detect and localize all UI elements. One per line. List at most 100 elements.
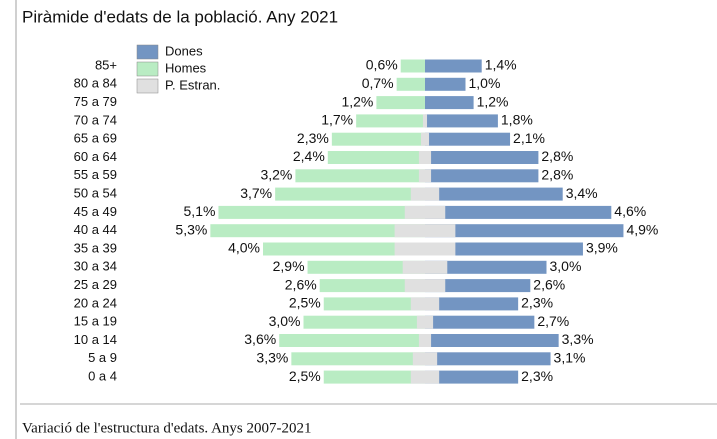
bar: [425, 315, 535, 329]
age-label: 25 a 29: [74, 277, 117, 292]
value-label: 4,0%: [228, 240, 260, 256]
value-label: 3,0%: [550, 258, 582, 274]
age-label: 65 a 69: [74, 131, 117, 146]
value-label: 2,7%: [537, 313, 569, 329]
legend-label: Homes: [165, 60, 207, 75]
bar: [210, 224, 425, 238]
age-label: 20 a 24: [74, 295, 117, 310]
bar: [425, 205, 612, 219]
value-label: 0,6%: [366, 57, 398, 73]
bar: [356, 114, 425, 128]
value-label: 1,7%: [321, 112, 353, 128]
bar: [425, 151, 539, 164]
bar: [425, 260, 547, 274]
value-label: 2,3%: [521, 295, 553, 311]
bar: [218, 205, 425, 219]
age-label: 55 a 59: [74, 167, 117, 182]
value-label: 3,4%: [566, 185, 598, 201]
bar: [425, 77, 466, 91]
bar: [425, 297, 519, 311]
value-label: 1,8%: [501, 112, 533, 128]
value-label: 3,3%: [256, 350, 288, 366]
bar: [418, 169, 432, 183]
bar: [420, 132, 430, 146]
bar: [295, 169, 425, 183]
value-label: 2,4%: [293, 148, 325, 164]
bar: [425, 59, 482, 73]
bar: [410, 297, 440, 311]
age-label: 75 a 79: [74, 94, 117, 109]
bar: [422, 114, 428, 128]
value-label: 2,9%: [273, 258, 305, 274]
value-label: 2,3%: [521, 368, 553, 384]
bar: [418, 151, 432, 164]
value-label: 2,6%: [533, 276, 565, 292]
age-label: 85+: [95, 57, 117, 72]
value-label: 4,6%: [614, 203, 646, 219]
value-label: 2,5%: [289, 368, 321, 384]
age-label: 10 a 14: [74, 332, 117, 347]
age-label: 30 a 34: [74, 259, 117, 274]
value-label: 2,6%: [285, 276, 317, 292]
age-label: 60 a 64: [74, 149, 117, 164]
bar: [263, 242, 425, 256]
legend-label: P. Estran.: [165, 77, 220, 92]
bar: [396, 77, 425, 91]
bar: [404, 279, 446, 293]
age-label: 45 a 49: [74, 204, 117, 219]
bar: [425, 96, 474, 110]
value-label: 1,2%: [477, 93, 509, 109]
value-label: 3,9%: [586, 240, 618, 256]
bar: [394, 242, 456, 256]
bar: [275, 187, 425, 201]
value-label: 5,3%: [175, 221, 207, 237]
bar: [425, 242, 583, 256]
bar: [425, 114, 498, 128]
bar: [402, 260, 448, 274]
value-label: 2,5%: [289, 295, 321, 311]
legend-swatch: [136, 78, 159, 94]
bar: [394, 224, 456, 238]
bar: [425, 370, 519, 384]
bar: [323, 297, 425, 311]
value-label: 3,6%: [244, 331, 276, 347]
bar: [323, 370, 425, 384]
bar: [307, 260, 425, 274]
bar: [376, 96, 425, 110]
bar: [425, 169, 539, 183]
legend-swatch: [136, 44, 159, 60]
legend-label: Dones: [165, 43, 203, 58]
chart-title: Piràmide d'edats de la població. Any 202…: [22, 7, 338, 26]
bar: [400, 59, 425, 73]
bar: [425, 279, 531, 293]
bar: [291, 352, 425, 366]
age-label: 80 a 84: [74, 76, 117, 91]
value-label: 0,7%: [362, 75, 394, 91]
bar: [416, 315, 434, 329]
age-label: 35 a 39: [74, 240, 117, 255]
panel-title: Variació de l'estructura d'edats. Anys 2…: [22, 420, 312, 436]
age-label: 15 a 19: [74, 314, 117, 329]
bar: [412, 352, 438, 366]
bar: [418, 334, 432, 347]
value-label: 5,1%: [184, 203, 216, 219]
age-label: 70 a 74: [74, 112, 117, 127]
bar: [319, 279, 425, 293]
bar: [404, 205, 446, 219]
bar: [425, 352, 551, 366]
legend-swatch: [136, 61, 159, 77]
bar: [303, 315, 425, 329]
bar: [425, 187, 563, 201]
bar: [331, 132, 425, 146]
bar: [327, 151, 425, 164]
value-label: 3,1%: [554, 350, 586, 366]
bar: [425, 334, 559, 347]
value-label: 2,8%: [541, 148, 573, 164]
age-label: 50 a 54: [74, 186, 117, 201]
age-label: 40 a 44: [74, 222, 117, 237]
value-label: 4,9%: [626, 221, 658, 237]
bar: [425, 224, 624, 238]
bar: [425, 132, 511, 146]
value-label: 3,3%: [562, 331, 594, 347]
